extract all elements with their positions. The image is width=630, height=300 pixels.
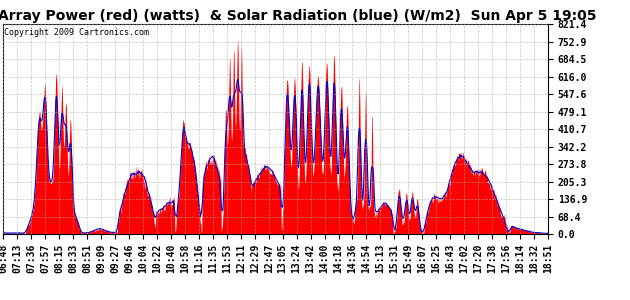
Text: Copyright 2009 Cartronics.com: Copyright 2009 Cartronics.com <box>4 28 149 37</box>
Title: West Array Power (red) (watts)  & Solar Radiation (blue) (W/m2)  Sun Apr 5 19:05: West Array Power (red) (watts) & Solar R… <box>0 9 597 23</box>
